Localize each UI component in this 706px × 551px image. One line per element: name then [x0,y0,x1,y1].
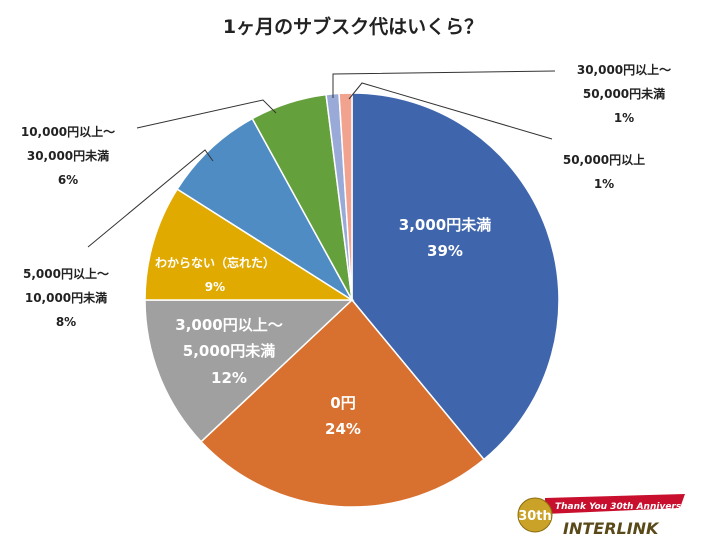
pie-slice-3 [144,188,355,301]
pie-slice-7 [338,92,353,301]
slice-label-1: 0円 24% [325,394,361,439]
leader-line-30000-50000 [332,70,556,98]
slice-label-7: 50,000円以上 1% [562,153,646,191]
chart-title: 1ヶ月のサブスク代はいくら？ [222,16,484,38]
leader-line-50000 [348,82,553,140]
pie-slice-4 [176,117,353,301]
pie-slice-0 [351,92,560,461]
pie-slice-1 [200,298,486,508]
slice-label-6: 30,000円以上～ 50,000円未満 1% [576,63,672,125]
logo-badge: 30th [518,509,552,524]
leader-line-5000-10000 [87,149,214,248]
slice-label-4: 5,000円以上～ 10,000円未満 8% [23,267,109,329]
slice-label-3: わからない（忘れた） 9% [154,256,276,294]
slice-label-2: 3,000円以上～ 5,000円未満 12% [175,316,283,387]
leader-line-10000-30000 [136,99,277,129]
logo-brand: INTERLINK [563,519,660,538]
slice-label-5: 10,000円以上～ 30,000円未満 6% [20,125,116,187]
logo-tagline: Thank You 30th Anniversary [555,502,690,512]
slice-label-0: 3,000円未満 39% [398,216,492,261]
pie-slice-2 [144,299,354,443]
interlink-30th-logo: Thank You 30th Anniversary 30th INTERLIN… [517,494,690,538]
